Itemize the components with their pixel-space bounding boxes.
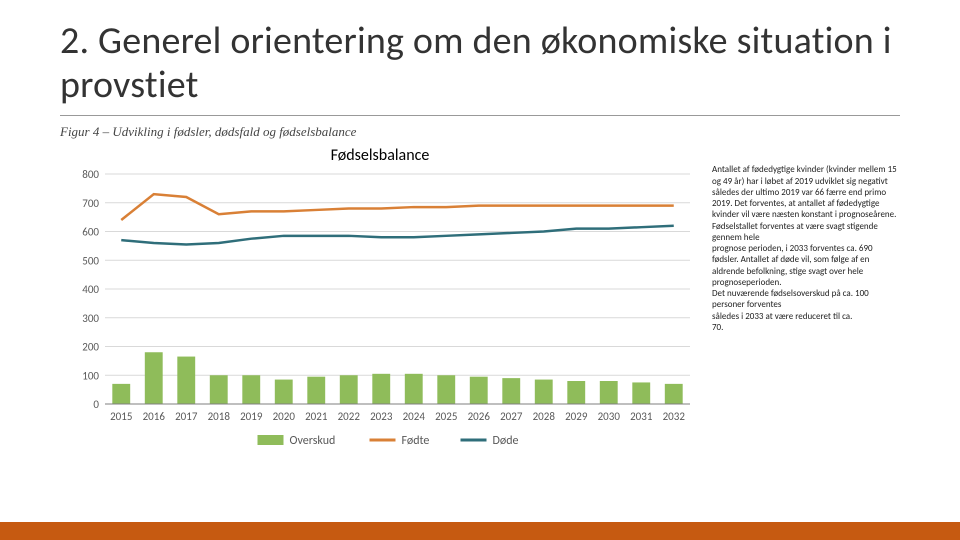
svg-text:2023: 2023 bbox=[370, 410, 393, 423]
svg-text:400: 400 bbox=[82, 283, 99, 296]
svg-text:0: 0 bbox=[93, 398, 99, 411]
svg-text:500: 500 bbox=[82, 255, 99, 268]
svg-text:2027: 2027 bbox=[500, 410, 523, 423]
footer-bar bbox=[0, 522, 960, 540]
svg-text:700: 700 bbox=[82, 197, 99, 210]
svg-text:600: 600 bbox=[82, 226, 99, 239]
svg-text:2022: 2022 bbox=[338, 410, 361, 423]
svg-text:2025: 2025 bbox=[435, 410, 457, 423]
svg-text:300: 300 bbox=[82, 312, 99, 325]
svg-text:2032: 2032 bbox=[663, 410, 686, 423]
svg-text:800: 800 bbox=[82, 168, 99, 181]
svg-text:200: 200 bbox=[82, 341, 99, 354]
svg-text:2018: 2018 bbox=[208, 410, 231, 423]
content-row: Fødselsbalance 0 100 200 300 400 500 600 700 800 2… bbox=[60, 144, 900, 464]
svg-text:100: 100 bbox=[82, 370, 99, 383]
chart-container: Fødselsbalance 0 100 200 300 400 500 600 700 800 2… bbox=[60, 144, 700, 464]
svg-text:2024: 2024 bbox=[403, 410, 426, 423]
svg-text:2016: 2016 bbox=[143, 410, 166, 423]
svg-text:2015: 2015 bbox=[110, 410, 132, 423]
svg-text:Fødte: Fødte bbox=[402, 434, 430, 448]
fodselsbalance-chart: Fødselsbalance 0 100 200 300 400 500 600 700 800 2… bbox=[60, 144, 700, 464]
svg-text:2031: 2031 bbox=[630, 410, 653, 423]
svg-text:2019: 2019 bbox=[240, 410, 263, 423]
page-title: 2. Generel orientering om den økonomiske… bbox=[60, 20, 900, 107]
svg-text:2021: 2021 bbox=[305, 410, 328, 423]
svg-text:Døde: Døde bbox=[493, 434, 519, 448]
figure-caption: Figur 4 – Udvikling i fødsler, dødsfald … bbox=[60, 124, 900, 140]
side-notes: Antallet af fødedygtige kvinder (kvinder… bbox=[712, 144, 900, 333]
svg-text:2017: 2017 bbox=[175, 410, 198, 423]
svg-text:2028: 2028 bbox=[533, 410, 556, 423]
svg-text:2029: 2029 bbox=[565, 410, 588, 423]
svg-text:Fødselsbalance: Fødselsbalance bbox=[331, 146, 430, 165]
svg-text:2030: 2030 bbox=[598, 410, 621, 423]
svg-text:2020: 2020 bbox=[273, 410, 296, 423]
svg-text:2026: 2026 bbox=[468, 410, 491, 423]
title-divider bbox=[60, 115, 900, 116]
svg-text:Overskud: Overskud bbox=[290, 434, 336, 448]
